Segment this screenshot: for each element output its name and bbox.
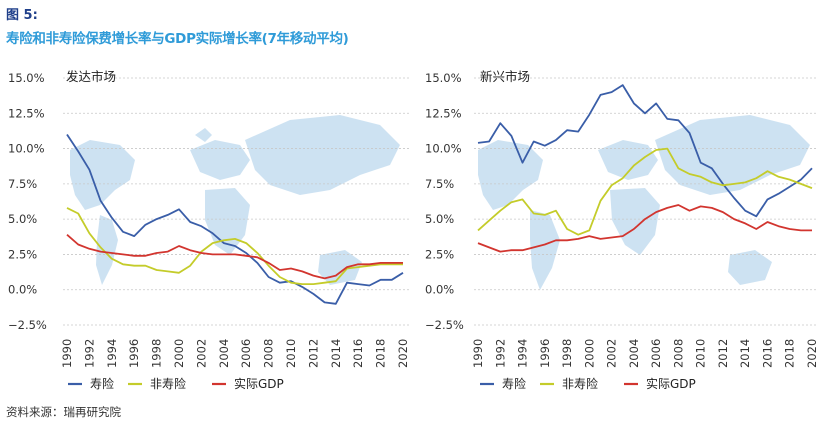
x-tick-label-emerging-8: 2006 bbox=[649, 339, 663, 368]
x-tick-label-developed-0: 1990 bbox=[60, 339, 74, 368]
x-tick-label-emerging-0: 1990 bbox=[471, 339, 485, 368]
x-tick-label-emerging-9: 2008 bbox=[671, 339, 685, 368]
x-tick-label-developed-6: 2002 bbox=[194, 339, 208, 368]
legend-label-developed-gdp: 实际GDP bbox=[234, 376, 284, 391]
x-tick-label-developed-14: 2018 bbox=[374, 339, 388, 368]
x-tick-label-emerging-4: 1998 bbox=[560, 339, 574, 368]
y-tick-label-developed-6: 0.0% bbox=[8, 283, 37, 297]
legend-label-emerging-life: 寿险 bbox=[502, 376, 526, 391]
x-tick-label-emerging-7: 2004 bbox=[627, 339, 641, 368]
y-tick-label-developed-4: 5.0% bbox=[8, 212, 37, 226]
legend-label-emerging-nonlife: 非寿险 bbox=[562, 376, 598, 391]
series-line-emerging-nonlife bbox=[477, 147, 813, 236]
x-tick-label-emerging-15: 2020 bbox=[805, 339, 819, 368]
y-tick-label-emerging-4: 5.0% bbox=[425, 212, 454, 226]
legend-label-developed-life: 寿险 bbox=[90, 376, 114, 391]
world-map-background-right bbox=[478, 115, 810, 290]
series-line-emerging-gdp bbox=[477, 204, 812, 253]
panel-title-emerging: 新兴市场 bbox=[480, 69, 530, 84]
x-tick-label-developed-1: 1992 bbox=[82, 339, 96, 368]
series-line-developed-life bbox=[66, 134, 404, 305]
y-tick-label-emerging-3: 7.5% bbox=[425, 177, 454, 191]
series-line-developed-nonlife bbox=[66, 207, 403, 286]
y-tick-label-developed-2: 10.0% bbox=[8, 142, 45, 156]
y-tick-label-developed-3: 7.5% bbox=[8, 177, 37, 191]
x-tick-label-developed-7: 2004 bbox=[217, 339, 231, 368]
x-tick-label-developed-9: 2008 bbox=[262, 339, 276, 368]
x-tick-label-developed-5: 2000 bbox=[172, 339, 186, 368]
x-tick-label-emerging-6: 2002 bbox=[605, 339, 619, 368]
legend-label-developed-nonlife: 非寿险 bbox=[150, 376, 186, 391]
legend-label-emerging-gdp: 实际GDP bbox=[646, 376, 696, 391]
y-tick-label-emerging-5: 2.5% bbox=[425, 247, 454, 261]
y-tick-label-emerging-1: 12.5% bbox=[425, 106, 462, 120]
x-tick-label-emerging-5: 2000 bbox=[582, 339, 596, 368]
y-tick-label-developed-7: −2.5% bbox=[8, 318, 47, 332]
source-note: 资料来源：瑞再研究院 bbox=[6, 405, 121, 419]
figure-title: 寿险和非寿险保费增长率与GDP实际增长率(7年移动平均) bbox=[6, 31, 349, 47]
chart-panel-emerging: 15.0% 12.5% 10.0% 7.5% 5.0% 2.5% 0.0% −2.5% 新兴市场… bbox=[425, 69, 819, 391]
panel-title-developed: 发达市场 bbox=[66, 69, 116, 84]
y-tick-label-emerging-0: 15.0% bbox=[425, 71, 462, 85]
x-tick-label-emerging-1: 1992 bbox=[493, 339, 507, 368]
x-tick-label-emerging-14: 2018 bbox=[783, 339, 797, 368]
y-tick-label-emerging-7: −2.5% bbox=[425, 318, 464, 332]
y-tick-label-developed-0: 15.0% bbox=[8, 71, 45, 85]
x-tick-label-emerging-10: 2010 bbox=[694, 339, 708, 368]
x-tick-label-emerging-11: 2012 bbox=[716, 339, 730, 368]
x-tick-label-developed-12: 2014 bbox=[329, 339, 343, 368]
chart-panel-developed: 15.0% 12.5% 10.0% 7.5% 5.0% 2.5% 0.0% −2.5% 发达市场… bbox=[8, 69, 410, 391]
x-tick-label-developed-15: 2020 bbox=[396, 339, 410, 368]
y-tick-label-emerging-6: 0.0% bbox=[425, 283, 454, 297]
x-tick-label-developed-3: 1996 bbox=[127, 339, 141, 368]
figure-label: 图 5: bbox=[6, 8, 38, 23]
x-tick-label-developed-4: 1998 bbox=[150, 339, 164, 368]
y-tick-label-emerging-2: 10.0% bbox=[425, 142, 462, 156]
world-map-background-left bbox=[70, 115, 400, 285]
x-tick-label-emerging-3: 1996 bbox=[538, 339, 552, 368]
x-tick-label-emerging-12: 2014 bbox=[738, 339, 752, 368]
x-tick-label-developed-2: 1994 bbox=[105, 339, 119, 368]
x-tick-label-developed-10: 2010 bbox=[284, 339, 298, 368]
y-tick-label-developed-1: 12.5% bbox=[8, 106, 45, 120]
x-tick-label-emerging-13: 2016 bbox=[760, 339, 774, 368]
y-tick-label-developed-5: 2.5% bbox=[8, 247, 37, 261]
series-line-emerging-life bbox=[477, 84, 813, 218]
series-line-developed-gdp bbox=[66, 234, 403, 280]
x-tick-label-developed-13: 2016 bbox=[351, 339, 365, 368]
x-tick-label-developed-11: 2012 bbox=[306, 339, 320, 368]
x-tick-label-emerging-2: 1994 bbox=[516, 339, 530, 368]
x-tick-label-developed-8: 2006 bbox=[239, 339, 253, 368]
